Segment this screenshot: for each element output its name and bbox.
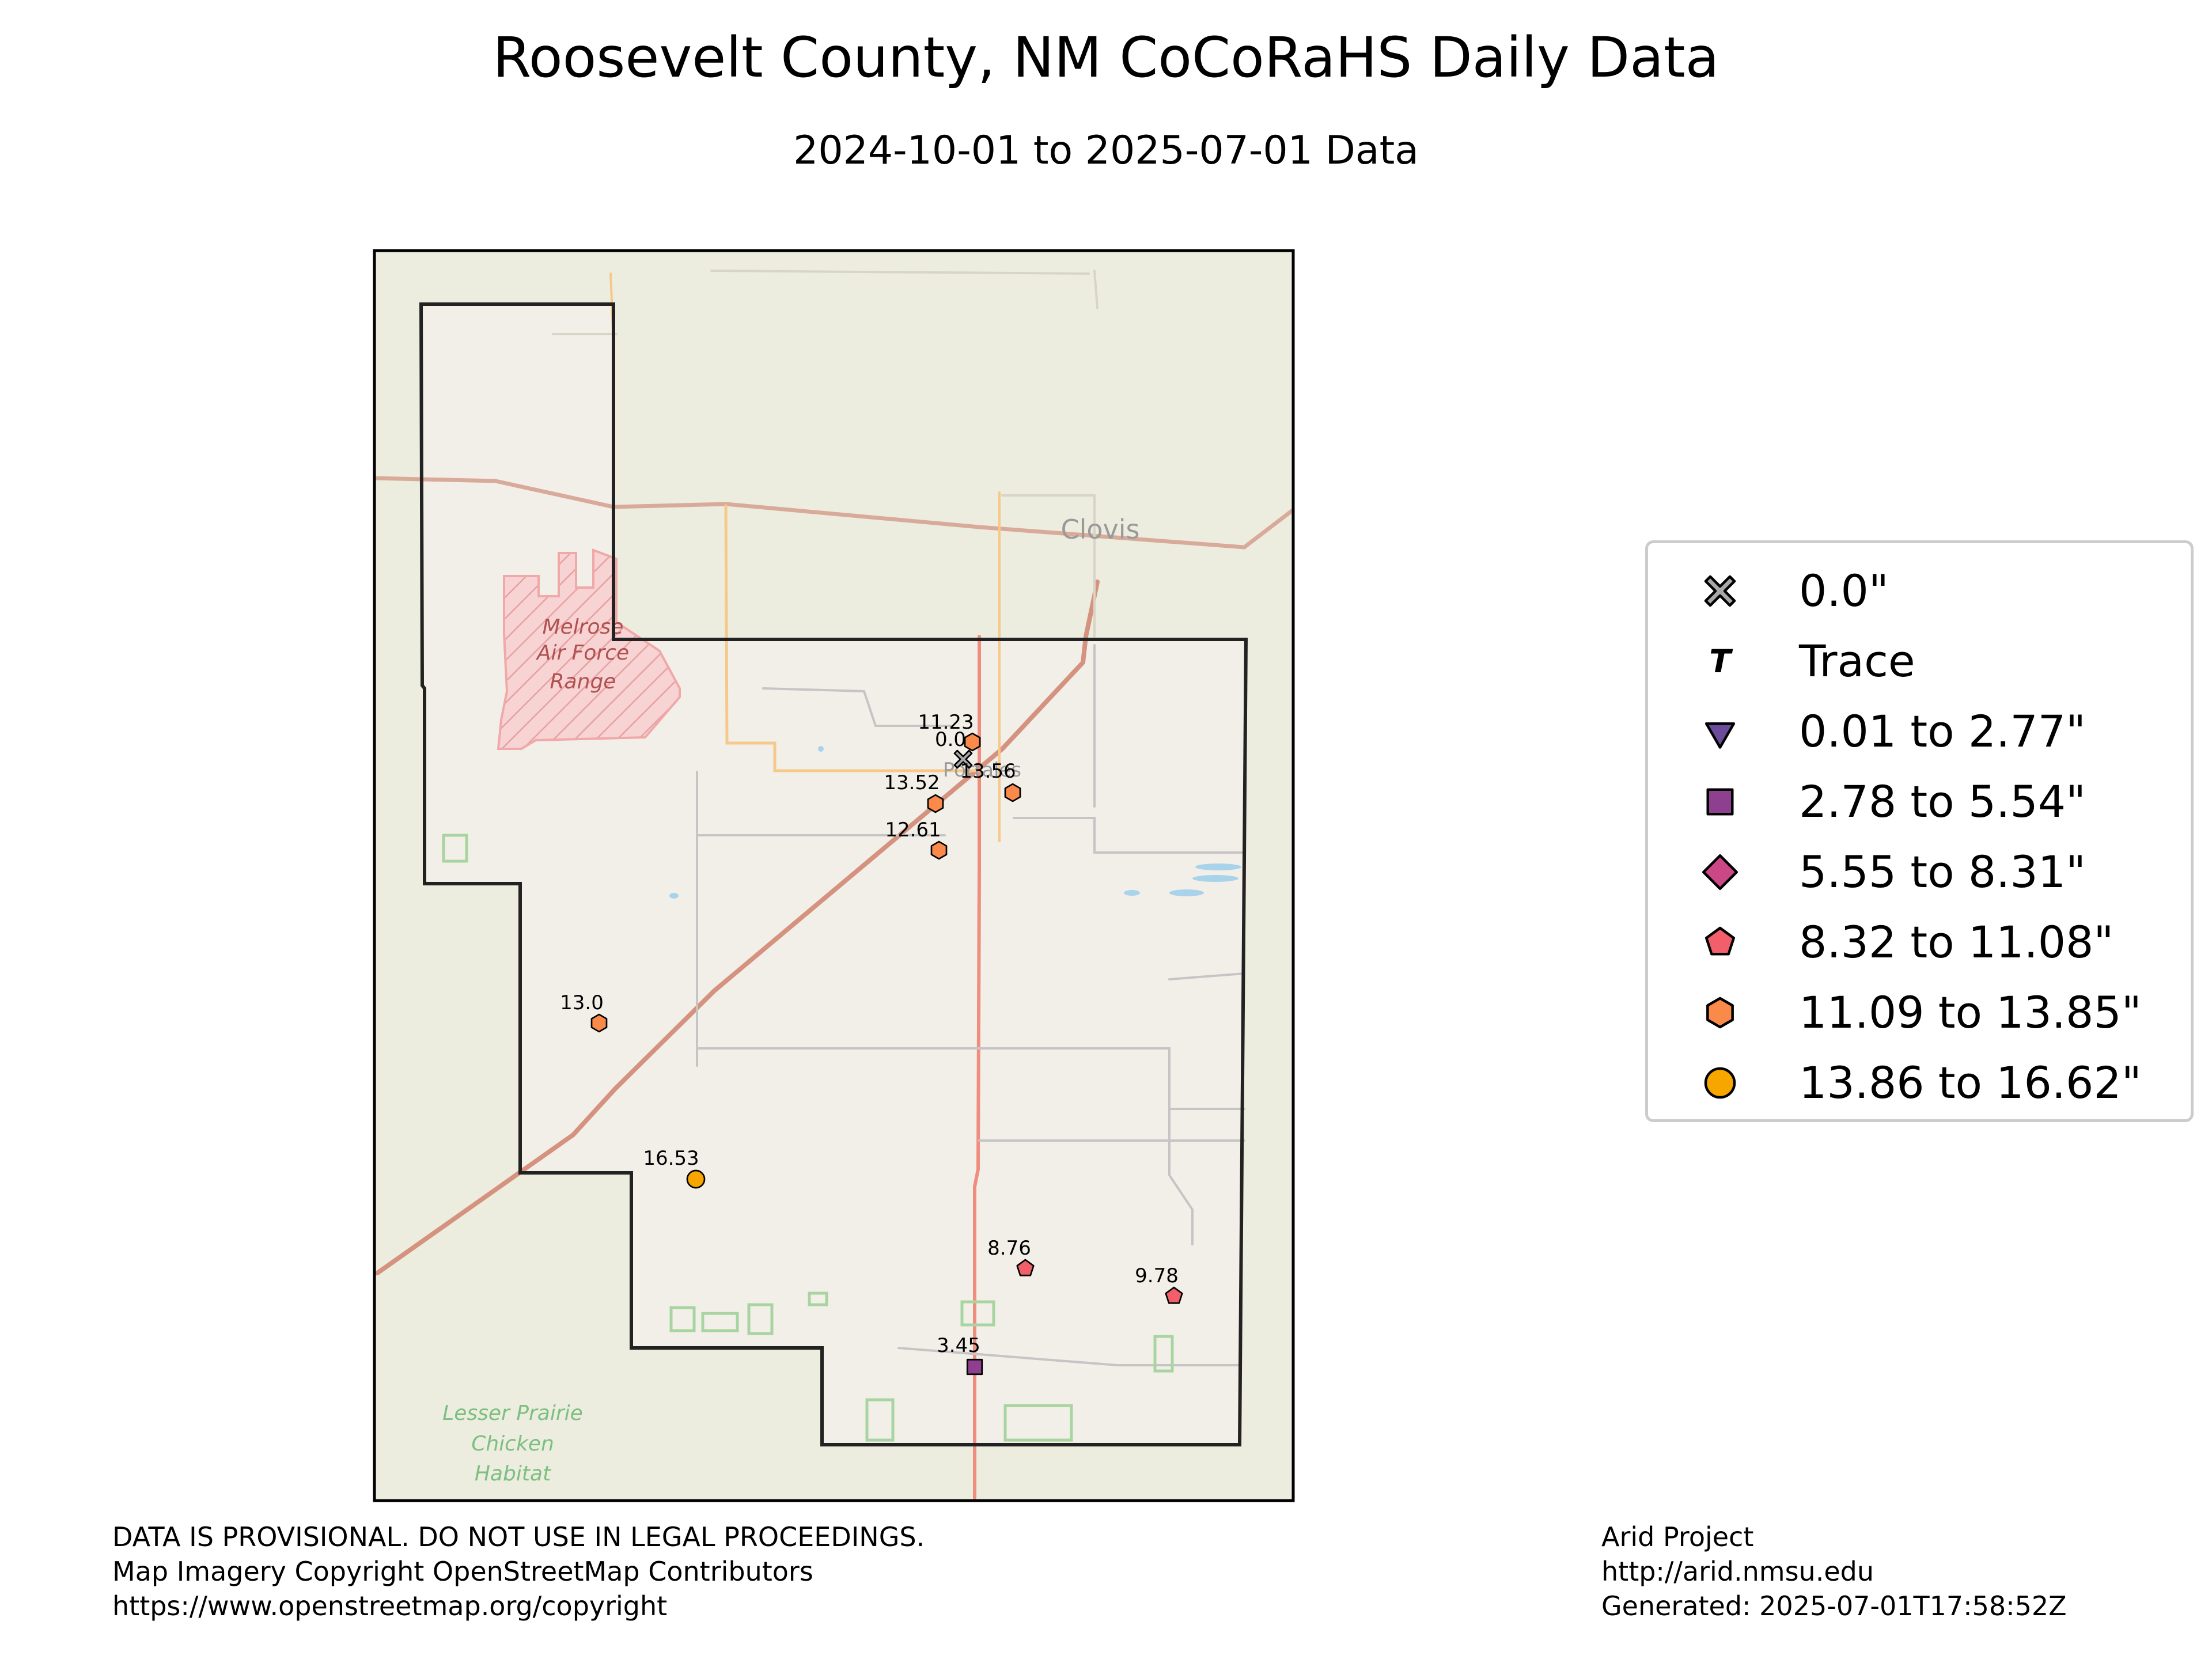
town-label-portales: Portales: [943, 759, 1021, 782]
highway-road: [973, 635, 981, 1499]
project-name: Arid Project: [1601, 1521, 1754, 1552]
footer-right: Arid Project http://arid.nmsu.edu Genera…: [1601, 1520, 2067, 1623]
station-value-label: 16.53: [643, 1147, 699, 1170]
footer-left: DATA IS PROVISIONAL. DO NOT USE IN LEGAL…: [112, 1520, 925, 1623]
chart-subtitle: 2024-10-01 to 2025-07-01 Data: [793, 128, 1419, 173]
road-network: [374, 270, 1293, 1499]
station-marker[interactable]: [930, 840, 948, 860]
stations-layer: 11.230.0 13.56 13.52 12.61 13.0 16.53 8.76 9.78…: [560, 711, 1183, 1376]
legend-label: Trace: [1799, 635, 1915, 687]
legend-item: 0.0": [1648, 559, 2191, 623]
legend-item: 11.09 to 13.85": [1648, 981, 2191, 1044]
project-link[interactable]: http://arid.nmsu.edu: [1601, 1556, 1874, 1587]
county-boundary: [419, 302, 1248, 1446]
station-value-label: 13.52: [884, 771, 940, 794]
circle-icon: [1704, 1067, 1736, 1099]
legend-label: 0.01 to 2.77": [1799, 706, 2086, 757]
legend-item: 0.01 to 2.77": [1648, 700, 2191, 763]
legend-item: 8.32 to 11.08": [1648, 911, 2191, 974]
state-road: [724, 504, 981, 772]
legend-label: 11.09 to 13.85": [1799, 987, 2142, 1038]
T-letter-icon: T: [1709, 643, 1733, 680]
square-icon: [1706, 788, 1734, 816]
city-label-clovis: Clovis: [1060, 514, 1139, 545]
area-label: Habitat: [475, 1462, 552, 1486]
station-value-label: 11.23: [918, 711, 974, 734]
station-marker[interactable]: [686, 1169, 706, 1189]
disclaimer-text: DATA IS PROVISIONAL. DO NOT USE IN LEGAL…: [112, 1521, 925, 1552]
area-label: Air Force: [536, 641, 629, 665]
station-marker[interactable]: [1165, 1286, 1183, 1304]
station-value-label: 13.56: [960, 760, 1016, 783]
area-label: Melrose: [543, 615, 624, 639]
station-value-label: 12.61: [885, 819, 941, 842]
chart-title: Roosevelt County, NM CoCoRaHS Daily Data: [493, 25, 1719, 90]
legend-item: 2.78 to 5.54": [1648, 770, 2191, 834]
legend-item: 5.55 to 8.31": [1648, 840, 2191, 904]
svg-text:T: T: [1709, 643, 1733, 680]
area-label: Chicken: [471, 1432, 554, 1456]
copyright-text: Map Imagery Copyright OpenStreetMap Cont…: [112, 1556, 813, 1587]
station-marker[interactable]: [590, 1013, 608, 1033]
base-map: Clovis Melrose Air Force Range Lesser Pr…: [374, 251, 1293, 1501]
legend-item: T Trace: [1648, 630, 2191, 693]
legend-label: 13.86 to 16.62": [1799, 1057, 2142, 1108]
copyright-link[interactable]: https://www.openstreetmap.org/copyright: [112, 1590, 668, 1622]
triangle-down-icon: [1705, 722, 1736, 749]
habitat-label: Lesser Prairie Chicken Habitat: [442, 1402, 583, 1486]
legend-label: 0.0": [1799, 565, 1889, 616]
station-value-label: 3.45: [937, 1334, 980, 1357]
county-fill: [421, 304, 1246, 1445]
pentagon-icon: [1705, 926, 1736, 956]
legend-label: 2.78 to 5.54": [1799, 776, 2086, 827]
station-value-label: 9.78: [1135, 1264, 1179, 1287]
air-force-range: [497, 548, 681, 750]
generated-timestamp: Generated: 2025-07-01T17:58:52Z: [1601, 1590, 2067, 1622]
area-label: Range: [550, 670, 616, 694]
station-marker[interactable]: [1004, 783, 1021, 802]
legend-item: 13.86 to 16.62": [1648, 1051, 2191, 1115]
station-marker[interactable]: [953, 749, 973, 769]
legend-label: 8.32 to 11.08": [1799, 916, 2114, 968]
minor-road: [696, 644, 1245, 1366]
station-value-label: 13.0: [560, 991, 604, 1014]
map-frame: [373, 249, 1295, 1502]
legend-label: 5.55 to 8.31": [1799, 846, 2086, 897]
station-value-label: 0.0: [935, 728, 966, 751]
station-marker[interactable]: [966, 1358, 983, 1376]
highway-road: [374, 476, 1293, 550]
water-bodies: [669, 746, 1241, 899]
legend: 0.0" T Trace 0.01 to 2.77" 2.78 to 5.54" 5.55…: [1645, 540, 2194, 1122]
protected-areas: [442, 834, 1174, 1442]
station-marker[interactable]: [927, 794, 944, 813]
area-label: Lesser Prairie: [442, 1402, 583, 1425]
station-marker[interactable]: [964, 732, 981, 752]
air-force-range-label: Melrose Air Force Range: [536, 615, 629, 694]
station-value-label: 8.76: [987, 1237, 1031, 1260]
diamond-icon: [1702, 854, 1738, 890]
station-marker[interactable]: [1016, 1259, 1035, 1277]
x-cross-icon: [1704, 575, 1736, 607]
minor-road: [552, 270, 1099, 638]
hexagon-icon: [1706, 997, 1734, 1029]
